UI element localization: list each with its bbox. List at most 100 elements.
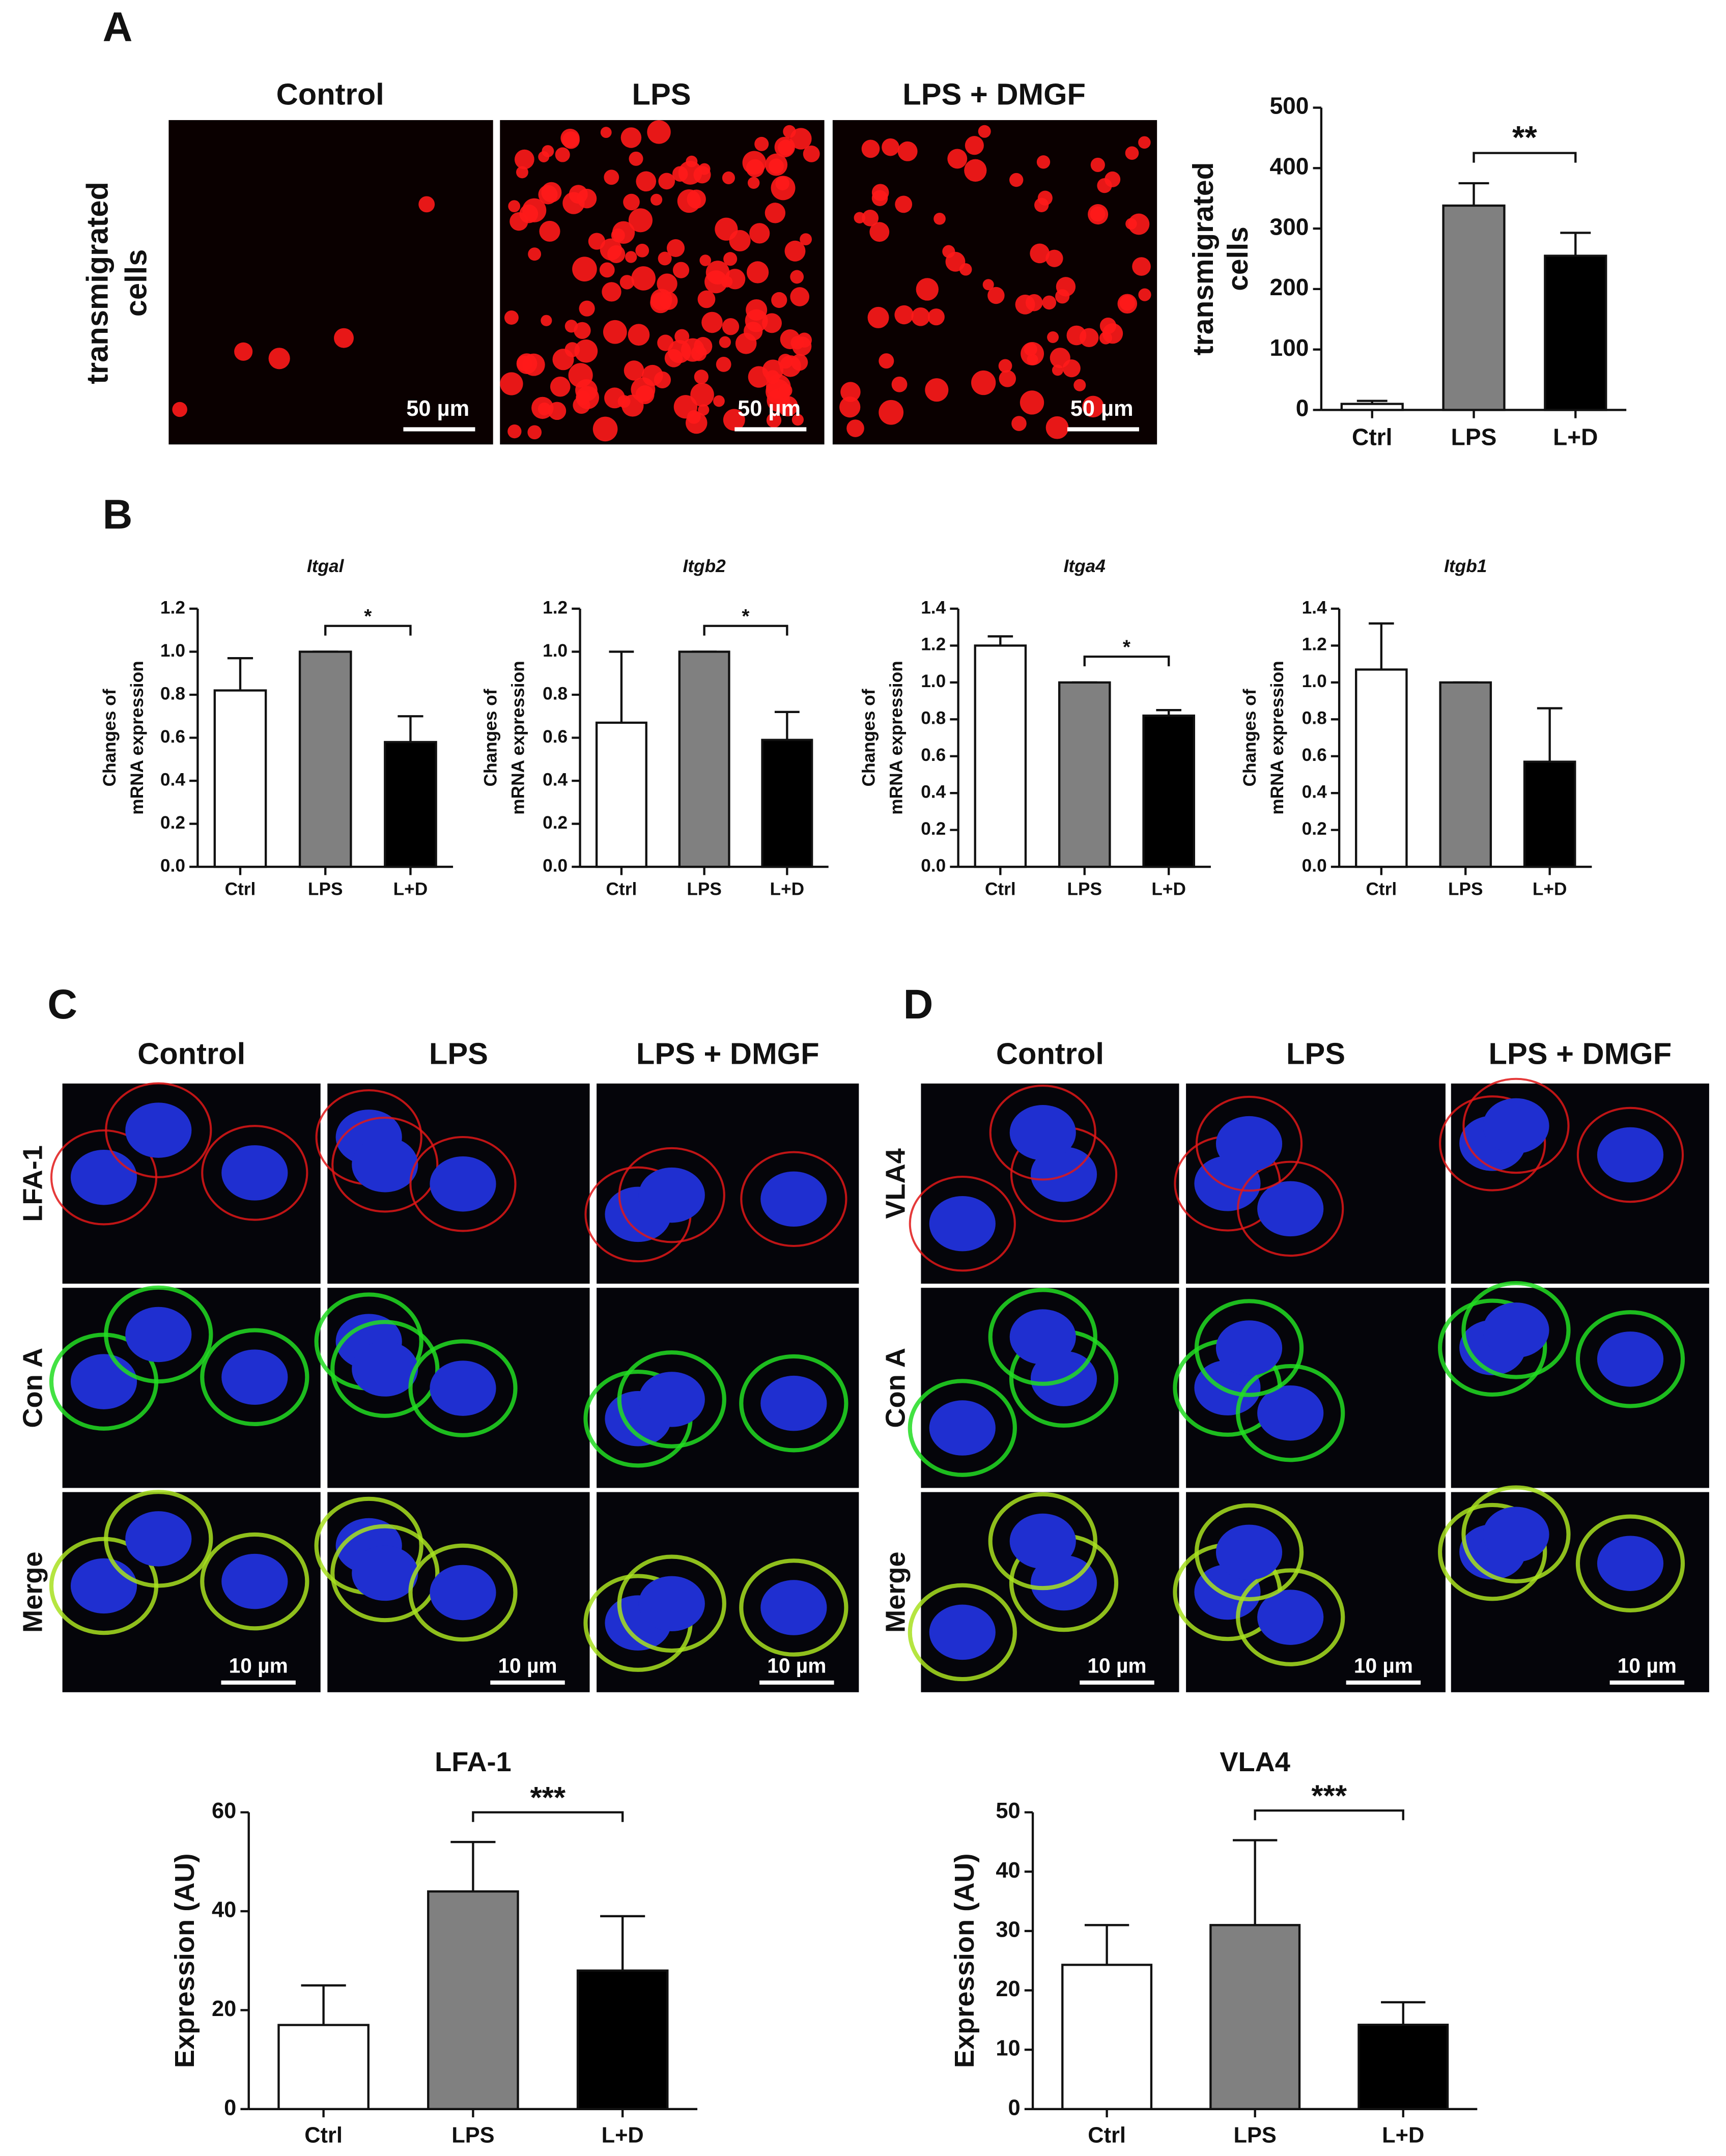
cell-spot xyxy=(1047,331,1059,343)
bar xyxy=(1544,254,1607,411)
cell-outline xyxy=(908,1379,1017,1477)
x-tick-label: Ctrl xyxy=(225,879,256,899)
cell-spot xyxy=(650,193,663,206)
nucleus xyxy=(1009,1513,1076,1569)
bar xyxy=(1523,760,1576,868)
y-tick-label: 0.8 xyxy=(921,708,946,728)
cell-spot xyxy=(1020,390,1044,415)
x-tick-label: LPS xyxy=(1448,879,1483,899)
cell-spot xyxy=(527,425,542,440)
cell-spot xyxy=(698,163,711,175)
y-tick-label: 1.2 xyxy=(1302,635,1327,655)
bar xyxy=(298,650,352,868)
cell-spot xyxy=(882,138,899,156)
nucleus xyxy=(1215,1320,1283,1376)
cell-spot xyxy=(657,334,674,351)
cell-outline xyxy=(1462,1077,1570,1174)
nucleus xyxy=(1009,1105,1076,1160)
x-tick-label: Ctrl xyxy=(304,2123,343,2148)
cell-spot xyxy=(784,240,806,262)
cell-outline xyxy=(617,1350,726,1449)
panel-label: D xyxy=(903,981,933,1028)
cell-spot xyxy=(674,329,690,344)
row-label: VLA4 xyxy=(881,1148,911,1219)
cell-spot xyxy=(658,251,672,266)
bar xyxy=(1442,204,1506,411)
x-tick-label: Ctrl xyxy=(1352,424,1392,450)
cell-spot xyxy=(666,239,685,257)
bar xyxy=(277,2024,370,2110)
cell-spot xyxy=(538,185,558,205)
x-tick-label: LPS xyxy=(451,2123,494,2148)
cell-spot xyxy=(1056,277,1076,297)
y-tick-label: 40 xyxy=(996,1858,1020,1883)
cell-spot xyxy=(694,337,713,356)
cell-spot xyxy=(699,254,712,266)
cell-spot xyxy=(911,307,930,326)
cell-outline xyxy=(105,1082,212,1178)
nucleus xyxy=(430,1156,496,1212)
y-tick-label: 100 xyxy=(1270,334,1309,361)
x-tick-label: LPS xyxy=(1067,879,1102,899)
cell-spot xyxy=(1011,416,1027,431)
cell-spot xyxy=(719,336,731,348)
cell-spot xyxy=(1024,343,1037,356)
y-tick-label: 1.0 xyxy=(160,641,185,661)
y-tick-label: 0 xyxy=(1296,395,1309,421)
cell-spot xyxy=(791,414,804,426)
cell-spot xyxy=(987,287,1005,304)
cell-spot xyxy=(672,166,688,182)
y-tick-label: 0.8 xyxy=(160,684,185,703)
cell-spot xyxy=(604,387,625,409)
y-axis-label: Expression (AU) xyxy=(169,1853,200,2068)
cell-outline xyxy=(618,1147,725,1243)
cell-spot xyxy=(723,252,738,266)
nucleus xyxy=(929,1196,996,1252)
cell-spot xyxy=(619,275,635,290)
bar xyxy=(576,1969,669,2110)
bar xyxy=(427,1890,519,2110)
column-title: Control xyxy=(276,77,384,111)
cell-spot xyxy=(982,279,994,291)
y-tick-label: 10 xyxy=(996,2036,1020,2061)
cell-spot xyxy=(611,228,625,242)
x-tick-label: Ctrl xyxy=(1088,2123,1126,2148)
cell-outline xyxy=(988,1492,1097,1591)
cell-spot xyxy=(722,318,740,335)
cell-spot xyxy=(500,372,523,395)
cell-spot xyxy=(925,378,949,402)
cell-spot xyxy=(839,396,861,418)
cell-spot xyxy=(628,324,650,346)
y-tick-label: 0.0 xyxy=(921,856,946,875)
cell-spot xyxy=(647,120,671,144)
scale-bar-label: 50 µm xyxy=(738,396,801,421)
cell-spot xyxy=(1045,249,1063,267)
column-title: LPS + DMGF xyxy=(636,1036,819,1070)
cell-spot xyxy=(964,159,987,182)
chart-title: Itgb1 xyxy=(1444,556,1487,576)
nucleus xyxy=(221,1553,288,1609)
cell-outline xyxy=(330,1320,440,1418)
y-tick-label: 0 xyxy=(224,2095,236,2120)
nucleus xyxy=(929,1400,996,1456)
significance-label: *** xyxy=(530,1780,565,1814)
bar xyxy=(1357,2024,1449,2110)
cell-spot xyxy=(1128,213,1150,235)
nucleus xyxy=(430,1565,496,1621)
cell-spot xyxy=(749,223,770,244)
cell-spot xyxy=(869,222,890,242)
cell-outline xyxy=(908,1583,1017,1682)
cell-spot xyxy=(625,251,637,263)
cell-spot xyxy=(636,171,657,192)
cell-spot xyxy=(790,287,809,306)
cell-spot xyxy=(555,147,570,162)
nucleus xyxy=(70,1354,137,1409)
nucleus xyxy=(1009,1309,1076,1365)
significance-bracket xyxy=(472,1811,624,1822)
y-tick-label: 0.8 xyxy=(543,684,568,703)
cell-spot xyxy=(933,212,946,225)
bar xyxy=(974,644,1027,868)
cell-spot xyxy=(697,290,716,308)
bar xyxy=(213,689,267,868)
